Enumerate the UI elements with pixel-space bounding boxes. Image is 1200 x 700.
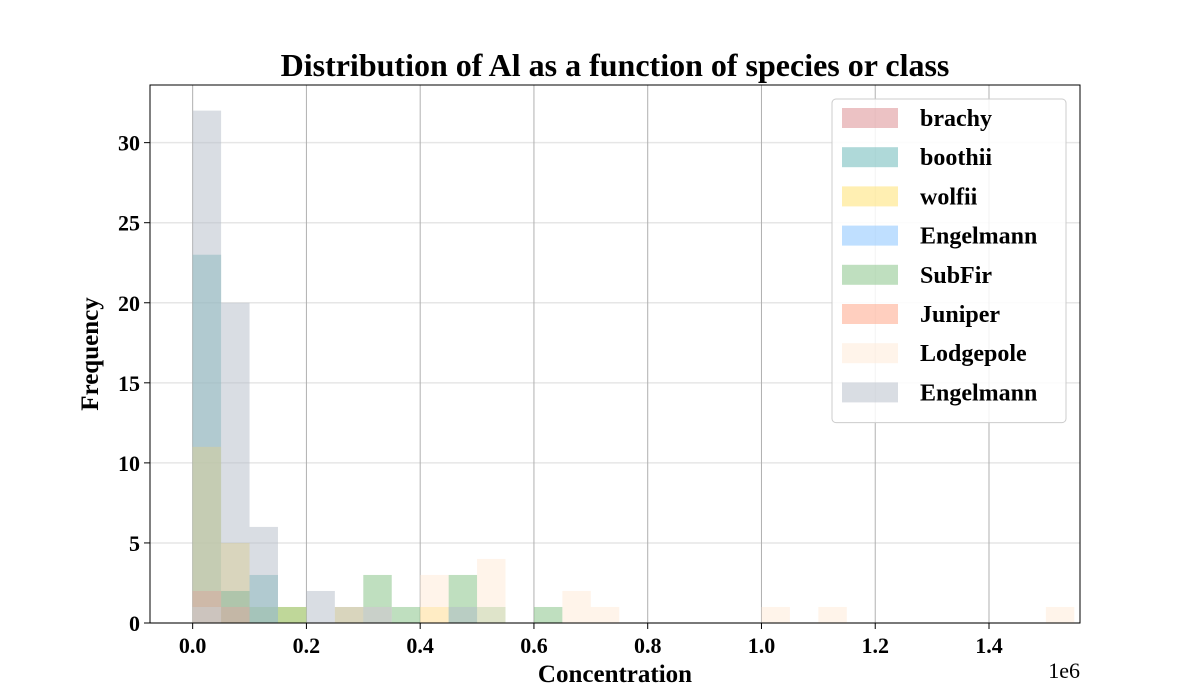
histogram-bar-lodgepole	[818, 606, 847, 623]
legend-label: brachy	[920, 106, 992, 132]
x-tick-label: 0.4	[406, 633, 434, 658]
x-tick-label: 1.4	[975, 633, 1003, 658]
histogram-bar-lodgepole	[477, 558, 506, 623]
histogram-bar-engelmann	[448, 606, 478, 623]
y-axis-ticks: 0 5 10 15 20 25 30	[118, 131, 150, 636]
y-tick-label: 20	[118, 291, 140, 316]
legend-swatch	[842, 343, 898, 364]
legend-swatch	[842, 147, 898, 168]
histogram-bar-subfir	[533, 606, 563, 623]
histogram-bar-subfir	[391, 606, 421, 623]
y-tick-label: 10	[118, 451, 140, 476]
legend-swatch	[842, 186, 898, 207]
x-axis-label: Concentration	[538, 661, 692, 688]
plot-area-frame	[149, 84, 1081, 624]
histogram-bar-engelmann	[334, 606, 364, 623]
x-tick-label: 1.2	[861, 633, 889, 658]
x-axis-ticks: 0.0 0.2 0.4 0.6 0.8 1.0 1.2 1.4	[179, 623, 1003, 658]
legend-swatch	[842, 225, 898, 246]
y-tick-label: 15	[118, 371, 140, 396]
legend-swatch	[842, 382, 898, 403]
histogram-bar-lodgepole	[562, 590, 591, 623]
x-tick-label: 0.8	[634, 633, 662, 658]
histogram-bar-engelmann	[249, 526, 278, 623]
y-tick-label: 30	[118, 131, 140, 156]
legend-label: SubFir	[920, 263, 992, 289]
histogram-bar-engelmann	[306, 590, 335, 623]
legend-frame	[831, 98, 1067, 424]
histogram-bar-engelmann	[363, 606, 392, 623]
y-tick-label: 25	[118, 211, 140, 236]
histogram-bar-subfir	[277, 606, 307, 623]
legend-label: Juniper	[920, 302, 1000, 328]
x-tick-label: 0.2	[293, 633, 321, 658]
legend-label: wolfii	[920, 184, 978, 210]
histogram-bar-engelmann	[221, 302, 250, 623]
y-tick-label: 5	[129, 531, 140, 556]
legend-swatch	[842, 108, 898, 128]
x-tick-label: 0.0	[179, 633, 207, 658]
y-tick-label: 0	[129, 611, 140, 636]
histogram-bar-lodgepole	[761, 606, 790, 623]
legend-label: Engelmann	[920, 224, 1037, 250]
histogram-bar-lodgepole	[590, 606, 620, 623]
legend-swatch	[842, 304, 898, 324]
x-tick-label: 0.6	[520, 633, 548, 658]
legend-label: boothii	[920, 145, 992, 171]
x-tick-label: 1.0	[748, 633, 776, 658]
histogram-bar-lodgepole	[420, 574, 449, 623]
legend-swatch	[842, 264, 898, 285]
legend: brachy boothii wolfii Engelmann SubFir Junipe…	[831, 98, 1067, 424]
histogram-bar-engelmann	[192, 110, 222, 624]
x-axis-offset-label: 1e6	[1048, 658, 1080, 683]
histogram-bar-lodgepole	[1045, 606, 1075, 623]
histogram-bars	[192, 110, 1075, 624]
legend-label: Engelmann	[920, 380, 1037, 406]
y-axis-label: Frequency	[77, 297, 104, 411]
legend-label: Lodgepole	[920, 341, 1027, 367]
chart-title: Distribution of Al as a function of spec…	[281, 47, 950, 83]
